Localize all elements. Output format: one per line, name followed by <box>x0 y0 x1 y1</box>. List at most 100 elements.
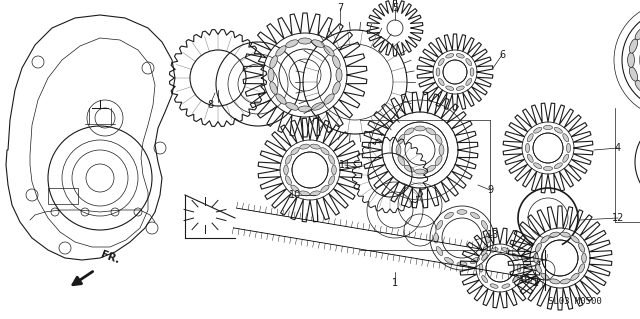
Ellipse shape <box>291 148 300 155</box>
Ellipse shape <box>310 191 320 196</box>
Ellipse shape <box>445 212 454 219</box>
Text: 11: 11 <box>339 160 351 170</box>
Ellipse shape <box>291 185 300 192</box>
Ellipse shape <box>312 40 324 48</box>
Text: 2: 2 <box>532 278 538 288</box>
Ellipse shape <box>328 176 335 185</box>
Ellipse shape <box>554 163 563 169</box>
Ellipse shape <box>298 106 312 112</box>
Ellipse shape <box>328 155 335 164</box>
Ellipse shape <box>284 165 288 175</box>
Ellipse shape <box>415 169 426 174</box>
Ellipse shape <box>268 68 274 82</box>
Ellipse shape <box>550 279 559 284</box>
Text: 9: 9 <box>487 185 493 195</box>
Ellipse shape <box>436 68 440 76</box>
Ellipse shape <box>550 232 559 237</box>
Ellipse shape <box>541 273 549 280</box>
Ellipse shape <box>536 243 541 252</box>
Ellipse shape <box>436 220 443 229</box>
Ellipse shape <box>457 262 467 266</box>
Ellipse shape <box>396 145 401 155</box>
Ellipse shape <box>270 56 277 68</box>
Ellipse shape <box>543 125 552 130</box>
Ellipse shape <box>502 248 510 252</box>
Ellipse shape <box>435 156 442 166</box>
Ellipse shape <box>404 165 414 172</box>
Ellipse shape <box>628 53 634 68</box>
Ellipse shape <box>398 134 405 144</box>
Ellipse shape <box>457 210 467 214</box>
Text: 19: 19 <box>519 275 531 285</box>
Ellipse shape <box>456 86 464 90</box>
Ellipse shape <box>536 264 541 273</box>
Ellipse shape <box>534 127 542 133</box>
Ellipse shape <box>582 253 586 263</box>
Ellipse shape <box>312 103 324 110</box>
Ellipse shape <box>285 155 291 164</box>
Ellipse shape <box>321 148 329 155</box>
Text: 7: 7 <box>337 3 343 13</box>
Ellipse shape <box>332 165 336 175</box>
Ellipse shape <box>310 144 320 149</box>
Ellipse shape <box>324 46 334 56</box>
Ellipse shape <box>629 67 637 81</box>
Ellipse shape <box>285 40 298 48</box>
Ellipse shape <box>398 156 405 166</box>
Ellipse shape <box>426 128 436 135</box>
Ellipse shape <box>298 38 312 44</box>
Ellipse shape <box>482 253 488 260</box>
Ellipse shape <box>561 279 570 284</box>
Ellipse shape <box>445 257 454 264</box>
Ellipse shape <box>404 128 414 135</box>
Ellipse shape <box>456 54 464 58</box>
Ellipse shape <box>333 56 340 68</box>
Ellipse shape <box>534 163 542 169</box>
Ellipse shape <box>635 27 640 40</box>
Ellipse shape <box>324 94 334 104</box>
Text: 10: 10 <box>289 190 301 200</box>
Ellipse shape <box>270 82 277 94</box>
Ellipse shape <box>517 264 521 272</box>
Ellipse shape <box>571 236 579 243</box>
Ellipse shape <box>527 154 533 162</box>
Ellipse shape <box>554 127 563 133</box>
Ellipse shape <box>435 134 442 144</box>
Text: 13: 13 <box>487 230 499 240</box>
Ellipse shape <box>470 212 479 219</box>
Ellipse shape <box>285 176 291 185</box>
Ellipse shape <box>445 54 454 58</box>
Ellipse shape <box>436 247 443 256</box>
Ellipse shape <box>481 247 488 256</box>
Text: 5: 5 <box>392 3 398 13</box>
Ellipse shape <box>438 58 444 66</box>
Ellipse shape <box>466 78 472 85</box>
Ellipse shape <box>563 134 569 142</box>
Ellipse shape <box>415 126 426 131</box>
Ellipse shape <box>561 232 570 237</box>
Ellipse shape <box>525 144 529 152</box>
Ellipse shape <box>534 253 538 263</box>
Text: 12: 12 <box>612 213 624 223</box>
Ellipse shape <box>333 82 340 94</box>
Ellipse shape <box>579 264 584 273</box>
Ellipse shape <box>579 243 584 252</box>
Ellipse shape <box>470 68 474 76</box>
Ellipse shape <box>470 257 479 264</box>
Ellipse shape <box>513 276 518 283</box>
Ellipse shape <box>300 191 310 196</box>
Text: 4: 4 <box>615 143 621 153</box>
Ellipse shape <box>571 273 579 280</box>
Ellipse shape <box>426 165 436 172</box>
Ellipse shape <box>300 144 310 149</box>
Ellipse shape <box>438 78 444 85</box>
Ellipse shape <box>543 167 552 171</box>
Ellipse shape <box>513 253 518 260</box>
Ellipse shape <box>479 264 483 272</box>
Ellipse shape <box>276 94 286 104</box>
Ellipse shape <box>276 46 286 56</box>
Text: 6: 6 <box>499 50 505 60</box>
Ellipse shape <box>541 236 549 243</box>
Text: FR.: FR. <box>99 250 120 266</box>
Ellipse shape <box>566 144 571 152</box>
